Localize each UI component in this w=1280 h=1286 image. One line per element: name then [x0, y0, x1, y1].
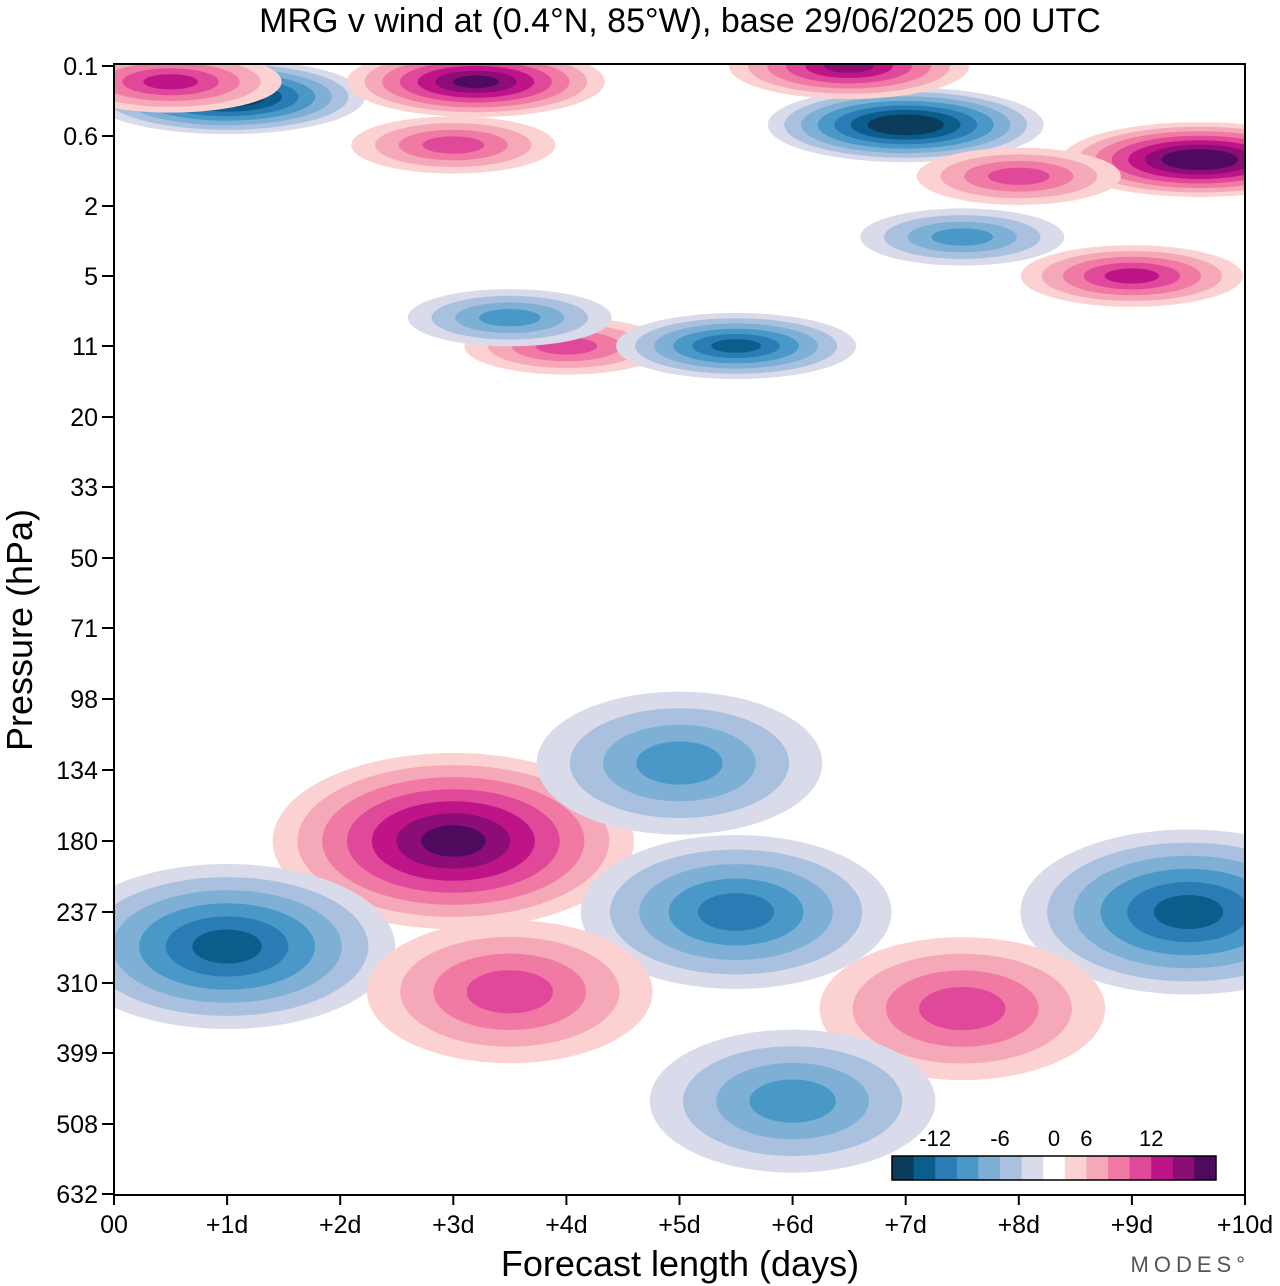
colorbar-swatch: [1064, 1156, 1087, 1180]
y-tick-label: 5: [84, 263, 98, 291]
y-axis: 0.1 0.6 2 5 11 20 33 50 71 98 134 180 237 310 399 508 63…: [56, 53, 114, 1209]
contour-feature-3: [1020, 829, 1245, 995]
contour-feature-1: [114, 864, 396, 1029]
y-tick-label: 2: [84, 193, 98, 221]
contour-level: [466, 970, 553, 1014]
y-tick-label: 237: [56, 899, 98, 927]
y-tick-label: 98: [70, 686, 98, 714]
contour-level: [1178, 153, 1222, 166]
contour-level: [192, 929, 262, 964]
contour-feature-18: [616, 313, 857, 379]
contour-level: [824, 64, 874, 73]
x-tick-label: +3d: [432, 1211, 474, 1239]
colorbar-swatch: [892, 1156, 915, 1180]
colorbar-tick-label: 12: [1139, 1126, 1163, 1151]
x-tick-label: +1d: [206, 1211, 248, 1239]
contour-level: [1104, 268, 1160, 284]
colorbar-swatch: [935, 1156, 958, 1180]
x-tick-label: +7d: [884, 1211, 926, 1239]
contour-feature-13: [114, 64, 282, 113]
colorbar-swatch: [1021, 1156, 1044, 1180]
contour-level: [988, 167, 1050, 185]
x-tick-label: +4d: [545, 1211, 587, 1239]
contour-level: [143, 74, 198, 90]
contour-feature-14: [1020, 245, 1243, 307]
contour-level: [421, 825, 486, 857]
contour-feature-0: [272, 753, 634, 929]
colorbar-swatch: [978, 1156, 1001, 1180]
y-tick-label: 11: [72, 333, 98, 361]
contour-field: [114, 64, 1245, 1173]
contour-feature-5: [819, 937, 1106, 1081]
colorbar-swatch: [1172, 1156, 1195, 1180]
colorbar-tick-label: -6: [990, 1126, 1010, 1151]
colorbar-swatch: [913, 1156, 936, 1180]
contour-level: [452, 75, 499, 89]
colorbar-frame: [891, 1155, 1217, 1181]
y-tick-label: 50: [70, 545, 98, 573]
colorbar-swatch: [1151, 1156, 1174, 1180]
y-tick-label: 180: [56, 828, 98, 856]
contour-level: [711, 339, 761, 353]
y-tick-label: 71: [70, 615, 98, 643]
contour-level: [479, 309, 541, 327]
x-tick-label: +8d: [998, 1211, 1040, 1239]
x-axis: 00 +1d +2d +3d +4d +5d +6d +7d +8d +9d +10d: [100, 1195, 1273, 1239]
contour-level: [422, 136, 485, 154]
colorbar: -12 -6 0 6 12: [891, 1126, 1217, 1181]
contour-level: [749, 1079, 836, 1123]
contour-level: [919, 987, 1006, 1031]
colorbar-tick-label: -12: [919, 1126, 951, 1151]
x-tick-label: +6d: [771, 1211, 813, 1239]
y-tick-label: 33: [70, 474, 98, 502]
y-tick-label: 0.1: [63, 53, 98, 81]
contour-feature-12: [729, 64, 970, 99]
y-axis-label: Pressure (hPa): [0, 509, 40, 751]
contour-feature-4: [367, 920, 653, 1064]
contour-level: [931, 228, 994, 246]
contour-level: [884, 118, 928, 131]
contour-level: [698, 893, 775, 931]
y-tick-label: 134: [56, 757, 98, 785]
contour-level: [636, 741, 723, 785]
x-tick-label: +9d: [1111, 1211, 1153, 1239]
contour-feature-15: [351, 116, 556, 174]
x-tick-label: +10d: [1217, 1211, 1273, 1239]
contour-feature-16: [916, 147, 1121, 205]
x-tick-label: +2d: [319, 1211, 361, 1239]
colorbar-swatch: [1000, 1156, 1023, 1180]
colorbar-swatch: [956, 1156, 979, 1180]
y-tick-label: 508: [56, 1111, 98, 1139]
y-tick-label: 632: [56, 1181, 98, 1209]
colorbar-tick-label: 6: [1080, 1126, 1092, 1151]
colorbar-swatch: [1129, 1156, 1152, 1180]
chart-title: MRG v wind at (0.4°N, 85°W), base 29/06/…: [259, 2, 1101, 40]
contour-feature-20: [407, 289, 612, 347]
colorbar-tick-label: 0: [1048, 1126, 1060, 1151]
y-tick-label: 399: [56, 1040, 98, 1068]
colorbar-swatch: [1194, 1156, 1217, 1180]
colorbar-swatch: [1086, 1156, 1109, 1180]
contour-feature-9: [767, 87, 1044, 163]
contour-feature-10: [1061, 122, 1245, 197]
colorbar-swatch: [1043, 1156, 1066, 1180]
x-tick-label: +5d: [658, 1211, 700, 1239]
brand-logo: MODES°: [1131, 1252, 1250, 1277]
x-tick-label: 00: [100, 1211, 128, 1239]
x-axis-label: Forecast length (days): [501, 1243, 859, 1284]
y-tick-label: 20: [70, 404, 98, 432]
contour-feature-19: [860, 208, 1065, 266]
contour-feature-7: [536, 691, 823, 835]
y-tick-label: 0.6: [63, 123, 98, 151]
contour-feature-11: [346, 64, 605, 117]
contour-feature-2: [580, 835, 892, 989]
contour-level: [1153, 895, 1224, 929]
colorbar-swatch: [1108, 1156, 1131, 1180]
y-tick-label: 310: [56, 970, 98, 998]
contour-feature-6: [649, 1029, 936, 1173]
